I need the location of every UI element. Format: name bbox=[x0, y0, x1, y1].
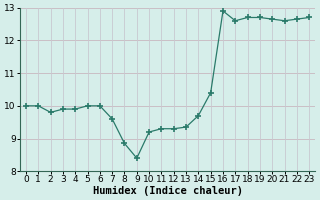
X-axis label: Humidex (Indice chaleur): Humidex (Indice chaleur) bbox=[92, 186, 243, 196]
